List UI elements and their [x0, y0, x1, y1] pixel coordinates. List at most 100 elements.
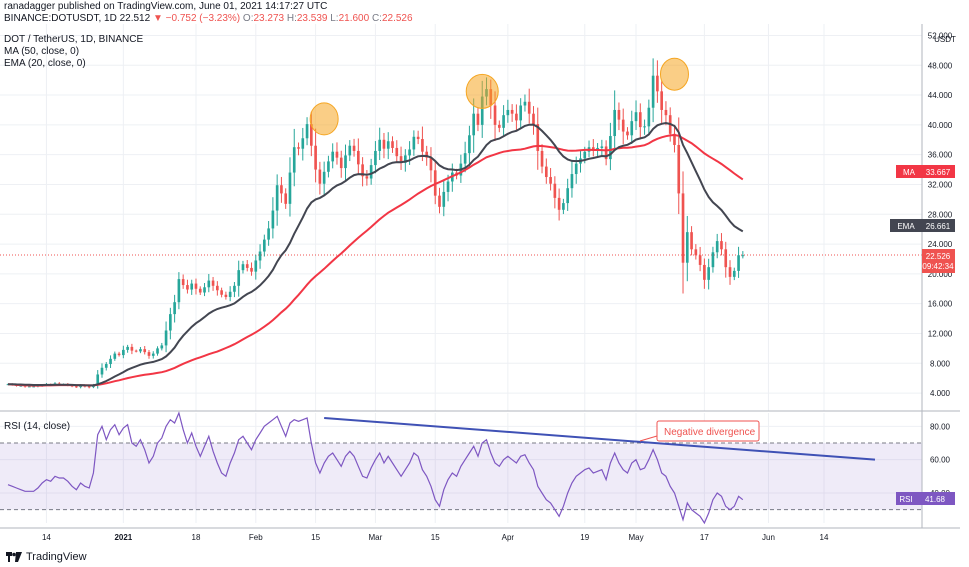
ma-50-line [7, 133, 744, 387]
candle [519, 98, 523, 128]
candle [297, 142, 300, 156]
candle [660, 81, 663, 125]
candle [416, 130, 420, 145]
low-value: 21.600 [338, 13, 370, 24]
last-price-tag: 22.526 09:42:34 [922, 249, 955, 273]
candle [698, 246, 702, 272]
candle [245, 260, 249, 272]
candle [386, 132, 390, 160]
candle [194, 278, 198, 295]
time-tick-label: 18 [192, 533, 201, 542]
candle [728, 260, 732, 285]
candle [267, 221, 270, 246]
price-tick-label: 48.000 [928, 61, 953, 70]
time-tick-label: May [628, 533, 643, 542]
candle [348, 140, 352, 162]
candle [203, 282, 206, 297]
candle [549, 168, 552, 191]
svg-text:22.526: 22.526 [926, 252, 951, 261]
legend-ema: EMA (20, close, 0) [4, 58, 86, 69]
candle [151, 351, 155, 359]
svg-text:09:42:34: 09:42:34 [922, 262, 954, 271]
candle [724, 241, 728, 278]
svg-text:33.667: 33.667 [926, 168, 951, 177]
candle [382, 132, 386, 159]
divergence-callout: Negative divergence [639, 420, 760, 442]
candle [442, 179, 446, 217]
svg-text:41.68: 41.68 [925, 495, 946, 504]
candle [357, 138, 360, 174]
price-tick-label: 20.000 [928, 270, 953, 279]
price-tick-label: 24.000 [928, 240, 953, 249]
candle [472, 98, 476, 153]
symbol: BINANCE:DOTUSDT, 1D [4, 13, 117, 24]
candle [523, 94, 527, 112]
peak-circle [659, 57, 689, 91]
candle [254, 254, 258, 280]
candle [305, 117, 309, 146]
peak-circle [309, 102, 339, 136]
rsi-tick-label: 60.00 [930, 456, 951, 465]
candle [553, 176, 557, 209]
peak-circle [465, 73, 499, 109]
candle [532, 106, 535, 135]
candle [331, 143, 335, 169]
candle [656, 60, 659, 103]
candle [570, 161, 574, 198]
candle [515, 104, 518, 131]
time-tick-label: Mar [369, 533, 383, 542]
candle [280, 176, 283, 203]
candle [497, 120, 501, 133]
time-tick-label: 17 [700, 533, 709, 542]
candle [160, 342, 164, 351]
open-value: 23.273 [253, 13, 285, 24]
ema-20-line [8, 121, 744, 387]
time-tick-label: Apr [502, 533, 515, 542]
tradingview-wordmark: TradingView [26, 551, 87, 563]
time-tick-label: 14 [42, 533, 51, 542]
candle [147, 350, 151, 359]
candle [369, 158, 373, 185]
candle [237, 260, 241, 297]
legend-rsi: RSI (14, close) [4, 421, 71, 432]
candle [224, 291, 228, 300]
candle [126, 344, 129, 353]
svg-text:MA: MA [903, 168, 916, 177]
candle [139, 346, 142, 354]
candle [566, 178, 569, 211]
candle [429, 147, 433, 183]
candle [506, 99, 510, 123]
candle [732, 267, 736, 281]
candle [626, 127, 629, 140]
currency-label: USDT [934, 35, 956, 44]
candle [352, 138, 356, 157]
candle [604, 140, 608, 166]
candle [399, 146, 403, 171]
candle [476, 107, 480, 132]
candle [651, 58, 655, 123]
candle [164, 321, 168, 353]
candle [117, 351, 121, 357]
candle [100, 363, 104, 378]
candle [344, 144, 347, 181]
change-value: ▼ −0.752 (−3.23%) [152, 13, 241, 24]
last-price: 22.512 [119, 13, 151, 24]
candle [510, 104, 514, 122]
candle [502, 105, 505, 137]
candle [361, 157, 364, 187]
candle [190, 279, 194, 295]
ma-price-tag: MA 33.667 [896, 165, 955, 178]
divergence-label: Negative divergence [664, 427, 756, 438]
candle [301, 127, 305, 161]
symbol-line: BINANCE:DOTUSDT, 1D 22.512 ▼ −0.752 (−3.… [4, 13, 413, 24]
candle [322, 161, 326, 196]
candle [638, 103, 642, 140]
candle [617, 102, 621, 131]
candle [130, 343, 134, 355]
candle [694, 244, 698, 260]
candle [664, 101, 668, 126]
candle [250, 262, 253, 276]
publisher-line: ranadagger published on TradingView.com,… [4, 1, 328, 12]
tradingview-logo[interactable]: TradingView [6, 551, 87, 563]
